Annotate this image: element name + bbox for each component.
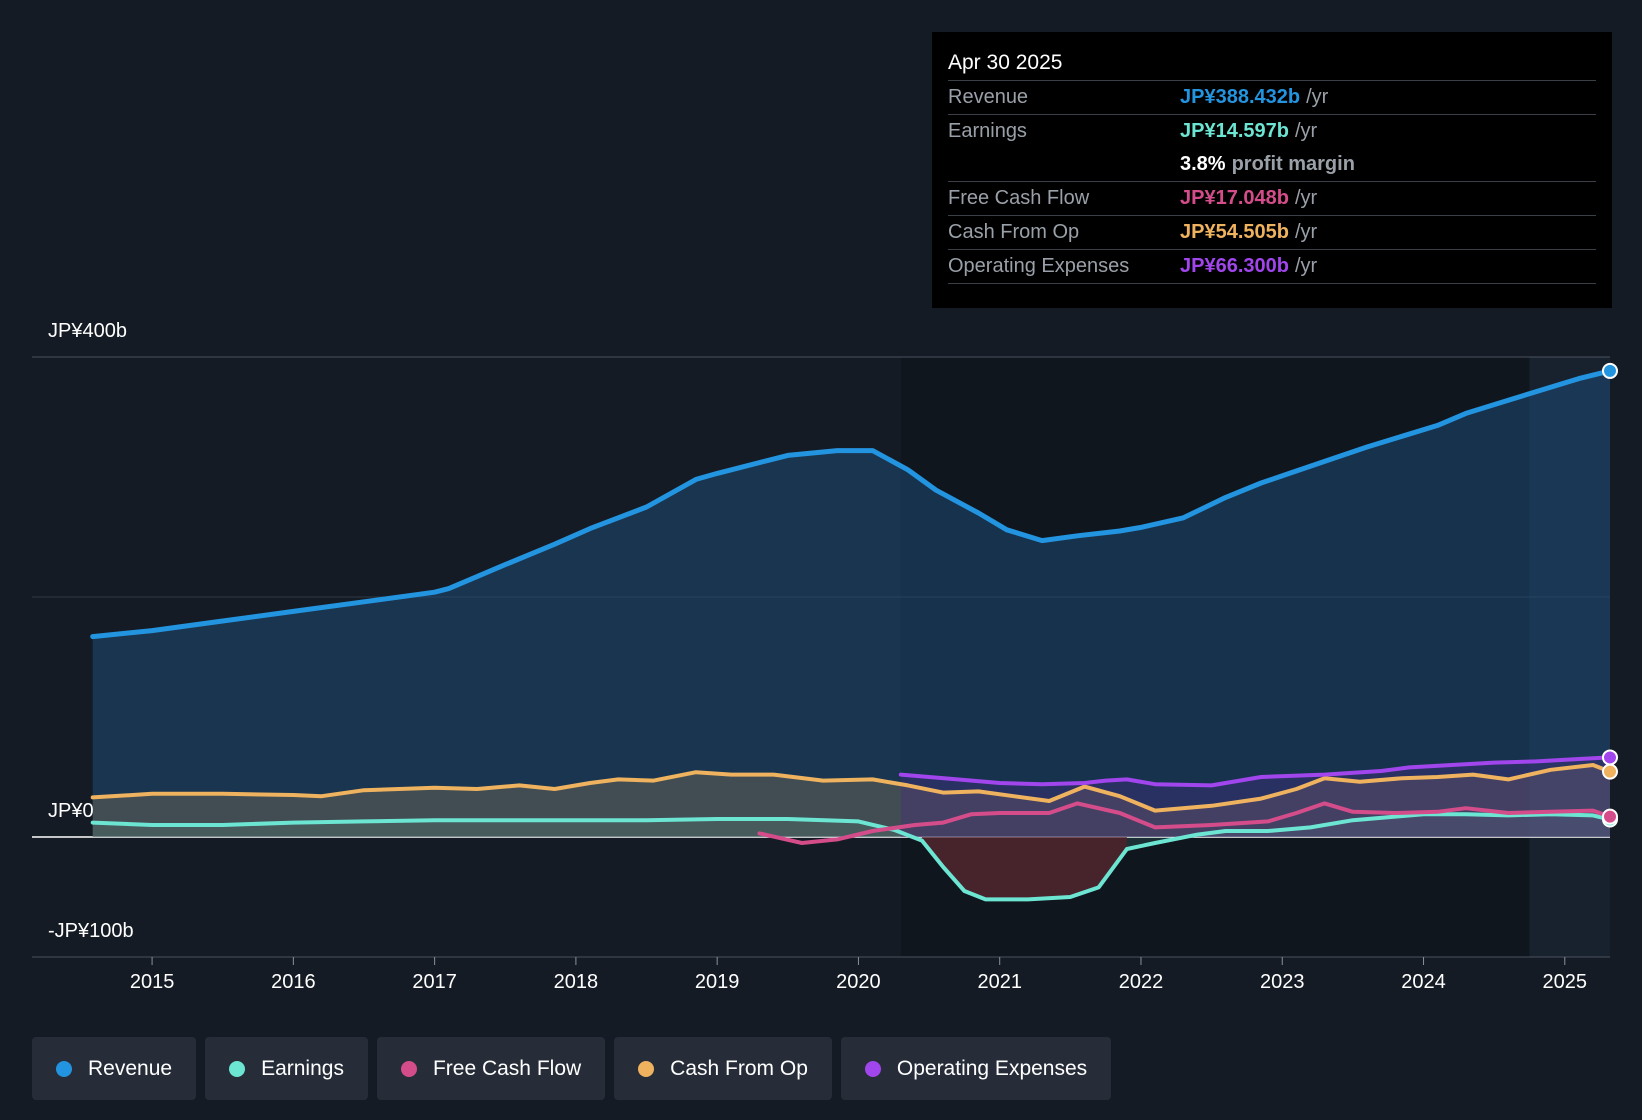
x-tick-label: 2018 <box>553 971 599 993</box>
tooltip-label: Cash From Op <box>948 221 1080 243</box>
y-tick-label-zero: JP¥0 <box>48 800 94 822</box>
legend-label: Cash From Op <box>670 1056 808 1080</box>
revenue-line <box>90 368 1613 640</box>
cash-from-op-endpoint <box>1602 763 1618 780</box>
tooltip-value: 3.8% <box>1180 153 1226 175</box>
legend-item-free-cash-flow[interactable]: Free Cash Flow <box>376 1037 606 1100</box>
tooltip-value: JP¥14.597b <box>1180 120 1289 142</box>
operating-expenses-line <box>898 755 1612 788</box>
x-tick-label: 2023 <box>1260 971 1305 993</box>
revenue-area <box>92 370 1611 837</box>
tooltip-value: JP¥388.432b <box>1180 86 1301 108</box>
tooltip-unit: /yr <box>1294 255 1318 277</box>
tooltip-label: Operating Expenses <box>948 255 1130 277</box>
free-cash-flow-dot-icon <box>400 1060 417 1077</box>
legend-label: Free Cash Flow <box>432 1056 582 1080</box>
legend: Revenue Earnings Free Cash Flow Cash Fro… <box>32 1037 1120 1100</box>
tooltip-row-revenue: Revenue JP¥388.432b /yr <box>948 81 1596 115</box>
x-tick-label: 2019 <box>694 971 740 993</box>
earnings-area <box>92 814 1611 900</box>
tooltip-unit: /yr <box>1306 86 1329 108</box>
tooltip-unit: /yr <box>1294 221 1318 243</box>
tooltip-label: Revenue <box>948 86 1029 108</box>
tooltip-panel: Apr 30 2025 Revenue JP¥388.432b /yr Earn… <box>932 32 1612 308</box>
tooltip-date: Apr 30 2025 <box>948 46 1596 81</box>
x-tick-label: 2021 <box>977 971 1022 993</box>
y-tick-label-top: JP¥400b <box>48 320 127 342</box>
tooltip-unit: profit margin <box>1231 153 1355 175</box>
legend-item-revenue[interactable]: Revenue <box>32 1037 197 1100</box>
tooltip-unit: /yr <box>1294 120 1318 142</box>
earnings-negative-area <box>922 837 1127 900</box>
x-tick-label: 2025 <box>1542 971 1588 993</box>
x-tick-label: 2017 <box>412 971 457 993</box>
tooltip-value: JP¥54.505b <box>1180 221 1289 243</box>
legend-label: Operating Expenses <box>896 1056 1088 1080</box>
tooltip-row-operating-expenses: Operating Expenses JP¥66.300b /yr <box>948 250 1596 284</box>
x-tick-label: 2015 <box>129 971 175 993</box>
tooltip-label: Earnings <box>948 120 1027 142</box>
operating-expenses-endpoint <box>1602 749 1618 766</box>
free-cash-flow-endpoint <box>1602 808 1618 825</box>
legend-label: Revenue <box>88 1056 173 1080</box>
tooltip-row-cash-from-op: Cash From Op JP¥54.505b /yr <box>948 216 1596 250</box>
tooltip-value: JP¥66.300b <box>1180 255 1289 277</box>
legend-item-operating-expenses[interactable]: Operating Expenses <box>840 1037 1112 1100</box>
earnings-dot-icon <box>229 1060 246 1077</box>
y-tick-label-bottom: -JP¥100b <box>48 920 134 942</box>
cash-from-op-line <box>90 763 1612 813</box>
revenue-dot-icon <box>56 1060 72 1077</box>
x-tick-label: 2024 <box>1401 971 1446 993</box>
free-cash-flow-line <box>757 801 1612 845</box>
x-tick-label: 2016 <box>271 971 316 993</box>
revenue-endpoint <box>1602 362 1618 379</box>
operating-expenses-dot-icon <box>864 1060 881 1077</box>
tooltip-label: Free Cash Flow <box>948 187 1090 209</box>
tooltip-row-free-cash-flow: Free Cash Flow JP¥17.048b /yr <box>948 182 1596 216</box>
tooltip-unit: /yr <box>1294 187 1318 209</box>
tooltip-row-profit-margin: 3.8% profit margin <box>948 148 1596 182</box>
legend-item-earnings[interactable]: Earnings <box>205 1037 368 1100</box>
cash-from-op-dot-icon <box>638 1060 655 1077</box>
tooltip-label <box>948 148 1180 181</box>
x-tick-label: 2022 <box>1118 971 1164 993</box>
legend-label: Earnings <box>261 1056 344 1080</box>
tooltip-row-earnings: Earnings JP¥14.597b /yr <box>948 115 1596 148</box>
x-tick-label: 2020 <box>836 971 881 993</box>
earnings-line <box>90 812 1612 902</box>
tooltip-value: JP¥17.048b <box>1180 187 1289 209</box>
legend-item-cash-from-op[interactable]: Cash From Op <box>614 1037 832 1100</box>
